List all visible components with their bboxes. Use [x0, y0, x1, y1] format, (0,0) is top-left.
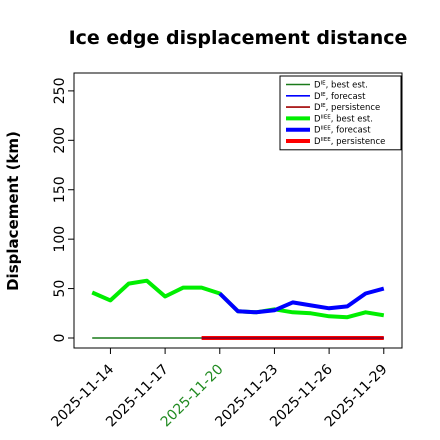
legend-label: DIIEE, persistence	[314, 137, 385, 147]
legend-label: DIIEE, forecast	[314, 126, 371, 136]
y-tick-label: 50	[52, 280, 68, 298]
legend-label: DIE, forecast	[314, 92, 366, 102]
y-tick-label: 0	[52, 334, 68, 343]
x-axis: 2025-11-142025-11-172025-11-202025-11-23…	[48, 348, 391, 430]
legend-label: DIE, best est.	[314, 81, 368, 91]
legend-label: DIIEE, best est.	[314, 114, 373, 124]
y-axis-label: Displacement (km)	[4, 131, 22, 291]
legend-box	[279, 75, 402, 151]
y-axis: 0 50 100 150 200 250	[52, 78, 74, 343]
plot-area-frame	[73, 72, 403, 349]
y-tick-label: 100	[52, 226, 68, 253]
chart-title: Ice edge displacement distance	[69, 27, 408, 49]
series-layer	[91, 278, 385, 340]
y-tick-label: 150	[52, 176, 68, 203]
series-line-4	[218, 286, 385, 315]
legend-label: DIE, persistence	[314, 103, 380, 113]
y-tick-label: 250	[52, 78, 68, 105]
y-tick-label: 200	[52, 127, 68, 154]
